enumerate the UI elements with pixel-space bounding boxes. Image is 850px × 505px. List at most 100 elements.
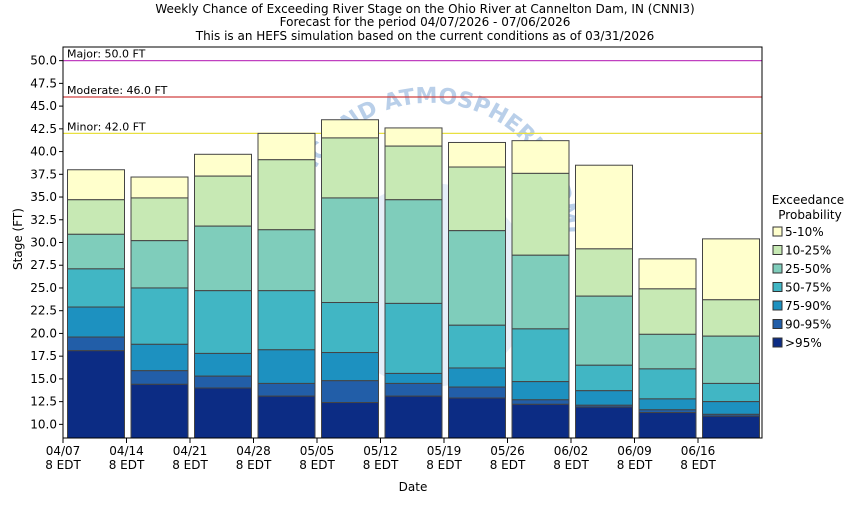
x-tick-tz: 8 EDT bbox=[553, 458, 589, 472]
x-axis-label: Date bbox=[399, 480, 428, 494]
bar-group bbox=[702, 238, 760, 439]
bar-segment bbox=[130, 176, 189, 199]
y-tick-label: 20.0 bbox=[30, 326, 57, 340]
legend-label: 75-90% bbox=[785, 299, 831, 313]
bar-segment bbox=[67, 199, 125, 235]
bar-segment bbox=[130, 287, 189, 345]
legend: Exceedance Probability 5-10% 10-25% 25-50%… bbox=[772, 193, 844, 350]
bar-segment bbox=[257, 395, 316, 439]
bar-group bbox=[257, 132, 316, 439]
x-tick-date: 06/09 bbox=[617, 444, 652, 458]
bar-segment bbox=[194, 225, 252, 292]
legend-title-line-1: Exceedance bbox=[772, 193, 844, 207]
x-tick-date: 05/26 bbox=[490, 444, 525, 458]
x-tick-tz: 8 EDT bbox=[617, 458, 653, 472]
y-axis-label: Stage (FT) bbox=[11, 208, 25, 270]
bar-segment bbox=[194, 352, 252, 377]
y-tick-label: 27.5 bbox=[30, 258, 57, 272]
bar-group bbox=[130, 176, 189, 439]
x-tick-date: 05/12 bbox=[363, 444, 398, 458]
bar-group bbox=[638, 258, 697, 439]
y-tick-label: 40.0 bbox=[30, 145, 57, 159]
legend-swatch bbox=[772, 300, 783, 311]
y-tick-label: 50.0 bbox=[30, 54, 57, 68]
bar-segment bbox=[130, 343, 189, 372]
x-tick-tz: 8 EDT bbox=[426, 458, 462, 472]
legend-swatch bbox=[772, 263, 783, 274]
y-tick-label: 45.0 bbox=[30, 99, 57, 113]
bar-segment bbox=[448, 367, 506, 388]
bar-segment bbox=[575, 164, 633, 250]
legend-label: 5-10% bbox=[785, 225, 824, 239]
bar-segment bbox=[384, 145, 443, 201]
bar-segment bbox=[67, 169, 125, 201]
y-tick-label: 30.0 bbox=[30, 236, 57, 250]
bar-segment bbox=[511, 403, 570, 439]
bar-segment bbox=[638, 412, 697, 439]
bar-segment bbox=[638, 333, 697, 370]
legend-swatch bbox=[772, 337, 783, 348]
bar-group bbox=[448, 141, 506, 439]
x-tick-date: 04/21 bbox=[173, 444, 208, 458]
bar-segment bbox=[702, 335, 760, 384]
bar-segment bbox=[702, 299, 760, 337]
y-tick-label: 47.5 bbox=[30, 76, 57, 90]
bar-segment bbox=[257, 290, 316, 351]
bar-segment bbox=[321, 197, 379, 304]
bar-segment bbox=[575, 248, 633, 297]
y-tick-label: 15.0 bbox=[30, 372, 57, 386]
legend-label: 90-95% bbox=[785, 318, 831, 332]
legend-title-line-2: Probability bbox=[778, 208, 841, 222]
bar-segment bbox=[384, 382, 443, 397]
bar-segment bbox=[321, 302, 379, 354]
x-tick-tz: 8 EDT bbox=[172, 458, 208, 472]
bar-segment bbox=[130, 197, 189, 242]
bar-group bbox=[575, 164, 633, 439]
bar-segment bbox=[448, 324, 506, 369]
y-tick-label: 25.0 bbox=[30, 281, 57, 295]
bar-segment bbox=[702, 382, 760, 403]
x-tick-tz: 8 EDT bbox=[45, 458, 81, 472]
title-line-2: Forecast for the period 04/07/2026 - 07/… bbox=[280, 15, 571, 29]
x-tick-date: 04/28 bbox=[236, 444, 271, 458]
bar-segment bbox=[384, 199, 443, 304]
bar-segment bbox=[702, 238, 760, 301]
bar-segment bbox=[575, 295, 633, 366]
bar-segment bbox=[321, 137, 379, 199]
bar-group bbox=[384, 127, 443, 439]
bar-segment bbox=[257, 229, 316, 292]
bar-segment bbox=[130, 383, 189, 439]
bar-segment bbox=[257, 132, 316, 161]
bar-segment bbox=[130, 240, 189, 289]
bar-segment bbox=[130, 370, 189, 385]
bar-segment bbox=[384, 395, 443, 439]
bar-segment bbox=[67, 350, 125, 439]
legend-swatch bbox=[772, 245, 783, 255]
bar-segment bbox=[511, 254, 570, 330]
bar-segment bbox=[67, 306, 125, 338]
bar-segment bbox=[194, 375, 252, 389]
bar-segment bbox=[448, 141, 506, 168]
bar-group bbox=[194, 153, 252, 439]
bar-segment bbox=[67, 336, 125, 352]
bar-segment bbox=[257, 159, 316, 231]
x-tick-tz: 8 EDT bbox=[363, 458, 399, 472]
bar-segment bbox=[511, 328, 570, 383]
bar-segment bbox=[384, 127, 443, 147]
bar-group bbox=[511, 140, 570, 439]
x-tick-tz: 8 EDT bbox=[490, 458, 526, 472]
bar-segment bbox=[321, 402, 379, 439]
title-line-3: This is an HEFS simulation based on the … bbox=[195, 29, 655, 43]
y-tick-label: 37.5 bbox=[30, 167, 57, 181]
bar-segment bbox=[575, 364, 633, 392]
y-tick-label: 22.5 bbox=[30, 304, 57, 318]
y-tick-label: 12.5 bbox=[30, 395, 57, 409]
bar-segment bbox=[448, 230, 506, 326]
plot-border bbox=[62, 46, 763, 439]
threshold-label: Major: 50.0 FT bbox=[67, 48, 146, 61]
x-tick-date: 04/07 bbox=[46, 444, 81, 458]
bar-segment bbox=[384, 372, 443, 384]
bar-segment bbox=[448, 166, 506, 232]
legend-swatch bbox=[772, 319, 783, 329]
